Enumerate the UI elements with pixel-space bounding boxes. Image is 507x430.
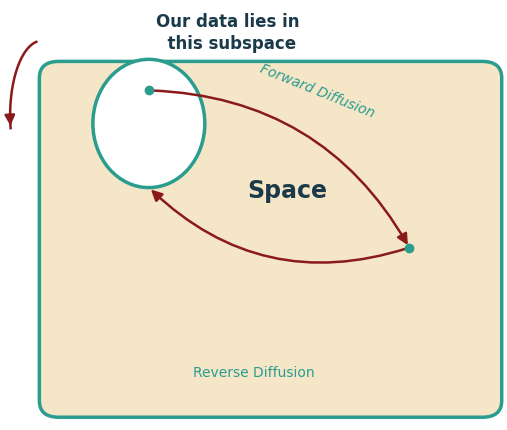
Text: Forward Diffusion: Forward Diffusion [258,62,376,120]
Text: Reverse Diffusion: Reverse Diffusion [193,365,314,379]
Ellipse shape [93,60,205,188]
Text: Space: Space [247,178,328,202]
Text: Our data lies in
  this subspace: Our data lies in this subspace [156,13,300,53]
FancyBboxPatch shape [40,62,502,417]
